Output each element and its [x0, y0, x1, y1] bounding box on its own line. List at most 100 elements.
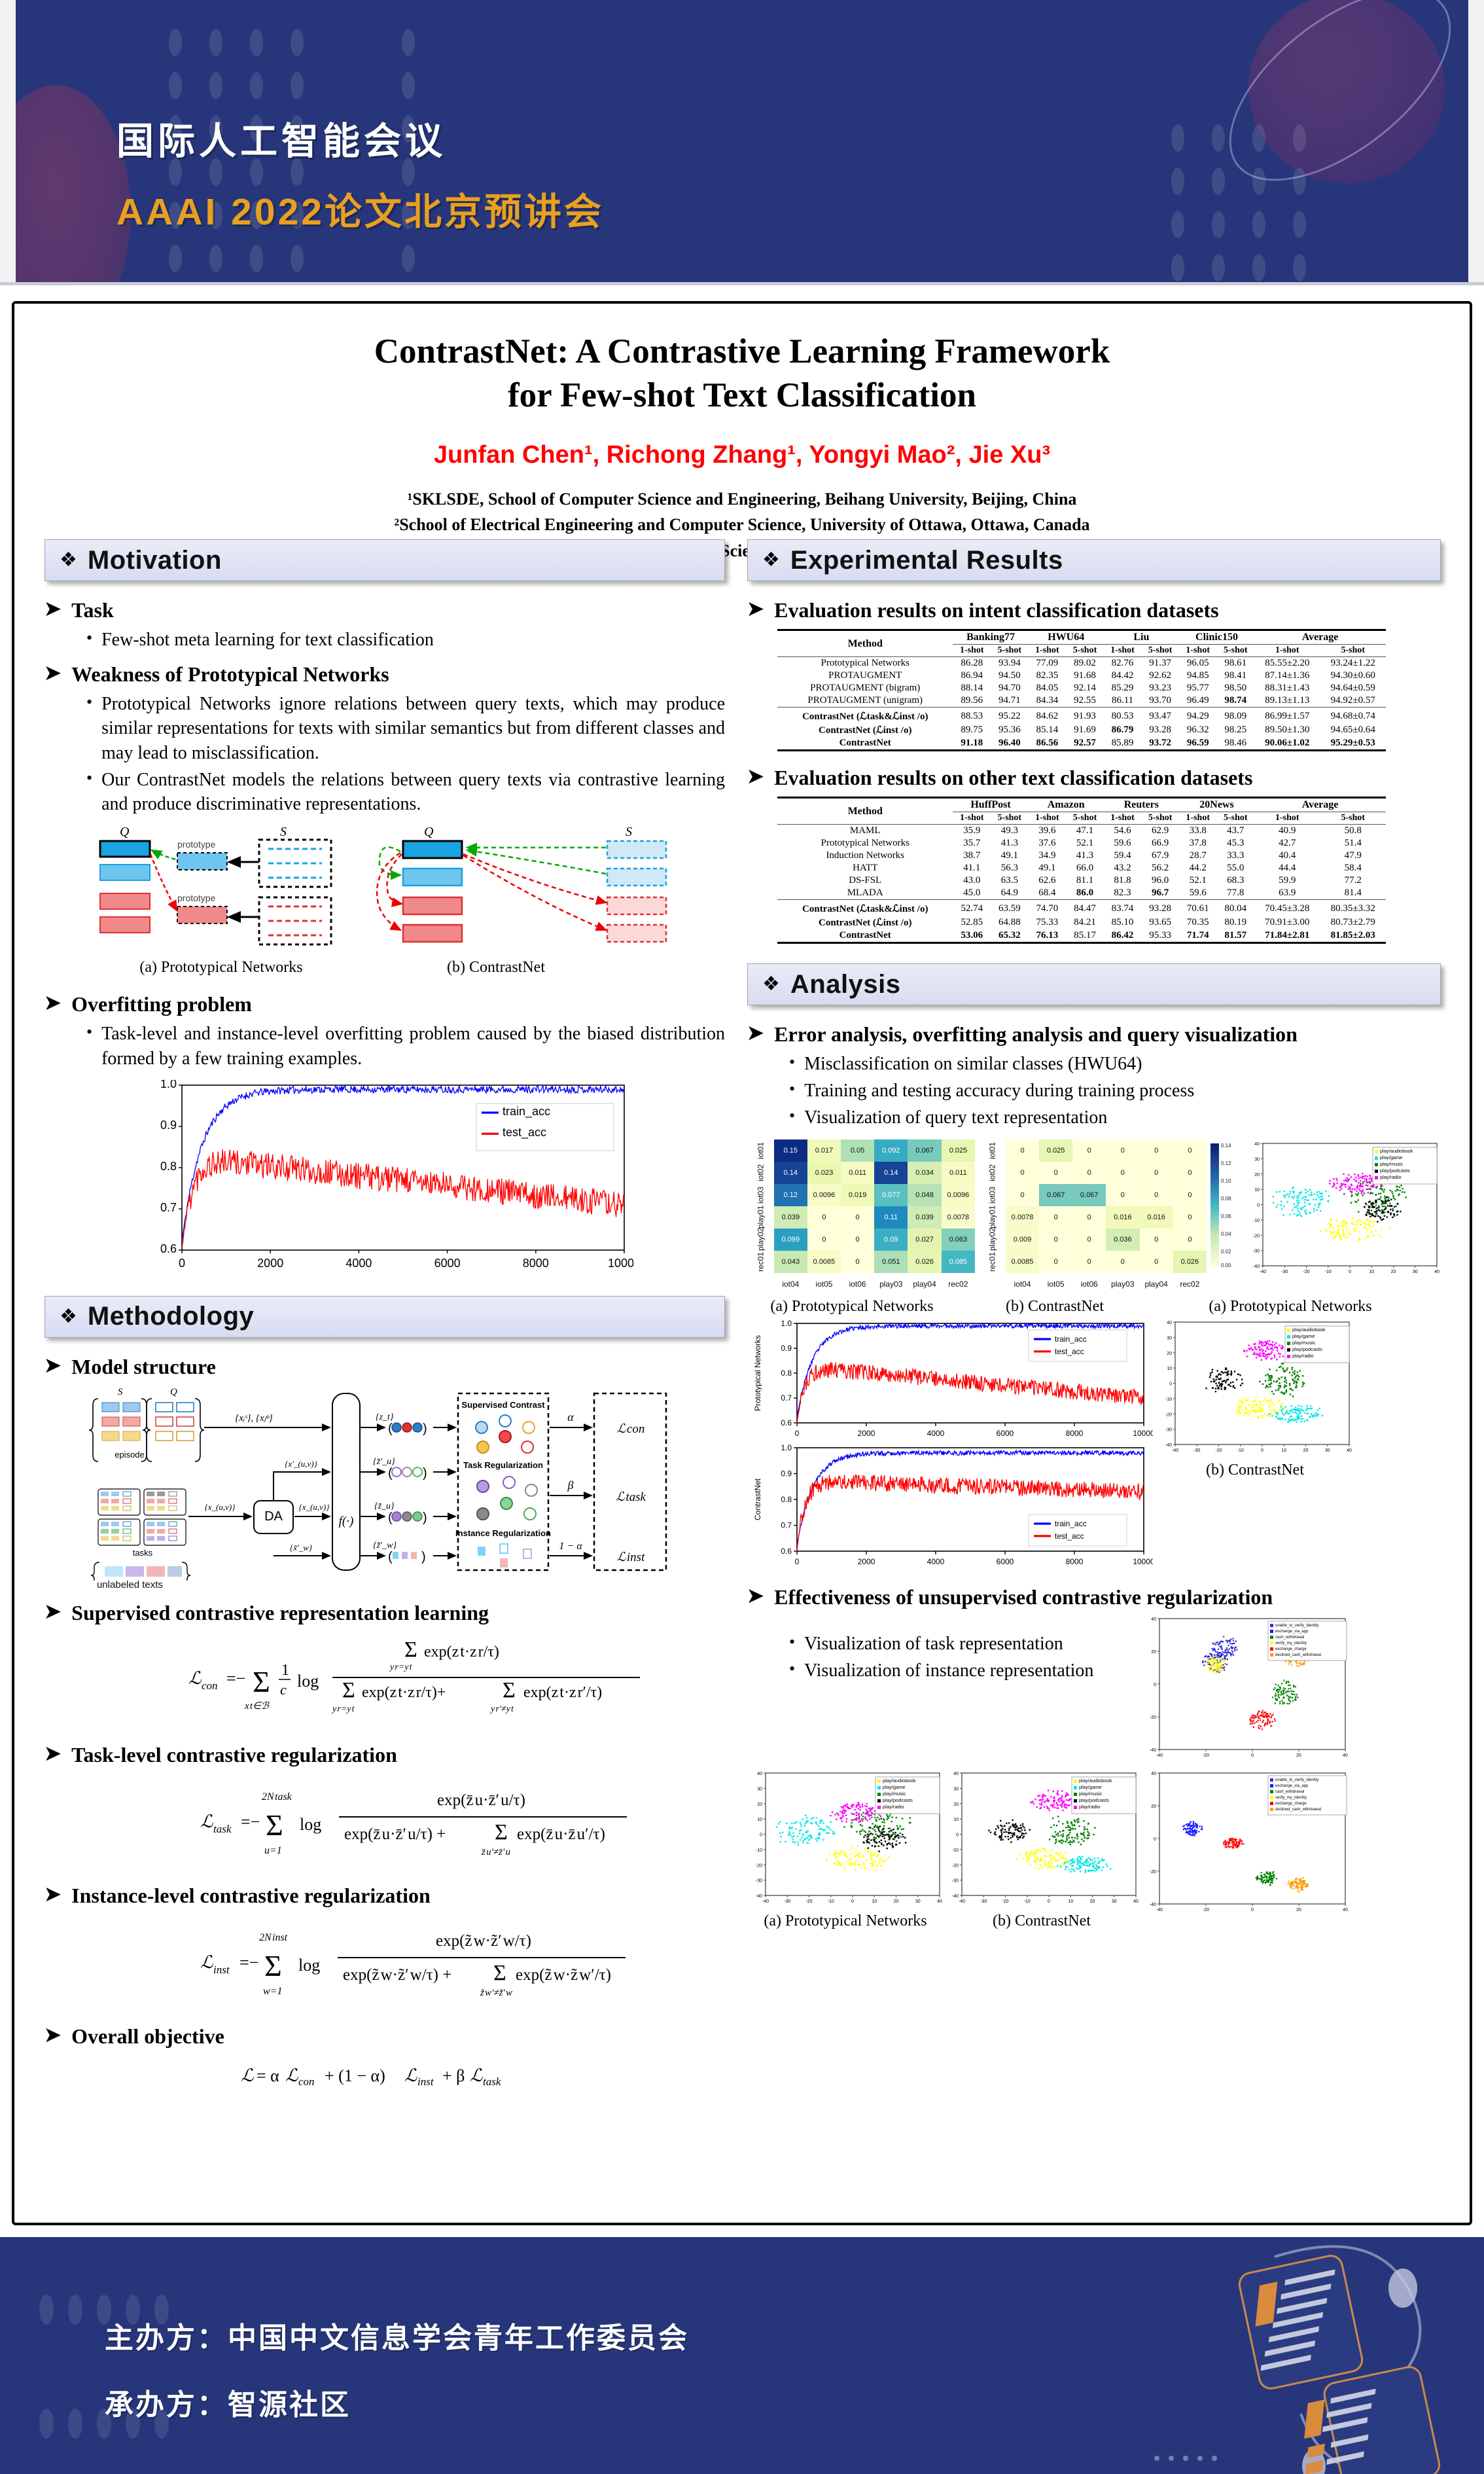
error-bullet-2: Training and testing accuracy during tra…	[804, 1081, 1195, 1102]
svg-text:S: S	[118, 1387, 123, 1397]
heatmap-row: play02 0.009 0 0 0.036 0 0	[979, 1227, 1207, 1251]
effectiveness-figure-row: -40 -30 -20 -10 0 10 20 30 40 -40 -30 -20 -10 0 10 20 30…	[747, 1769, 1441, 1930]
svg-text:play/podcasts: play/podcasts	[1079, 1797, 1109, 1803]
table-cell-value: 92.62	[1149, 670, 1171, 681]
instance-tsne-proto-container: -40 -30 -20 -10 0 10 20 30 40 -40 -30 -20 -10 0 10 20 30…	[747, 1769, 944, 1930]
table-cell-value: 91.68	[1074, 670, 1096, 681]
heatmap-row: iot03 0.12 0.0096 0.019 0.077 0.048 0.0096	[747, 1183, 975, 1206]
heatmap-cell: 0.048	[908, 1183, 942, 1206]
formula-inst: ℒ inst =− Σ 2N inst w=1 log exp(z̃ w·z̃′…	[44, 1914, 725, 2011]
table-cell-value: 93.72	[1149, 737, 1171, 748]
svg-text:-20: -20	[756, 1863, 762, 1868]
table-cell-method: DS-FSL	[849, 875, 882, 886]
heatmap-cell: 0	[1173, 1139, 1207, 1162]
table-header-dataset: Average	[1254, 629, 1386, 645]
svg-text:(: (	[388, 1550, 393, 1564]
svg-text:-40: -40	[762, 1899, 769, 1904]
table-cell-value: 95.33	[1149, 929, 1171, 941]
affiliation-2: ²School of Electrical Engineering and Co…	[394, 515, 1090, 535]
svg-text:-40: -40	[1150, 1748, 1156, 1753]
table-cell-value: 83.74	[1111, 903, 1134, 914]
table-cell-value: 67.9	[1152, 850, 1169, 861]
svg-text:-40: -40	[1156, 1753, 1163, 1758]
table-cell-value: 91.18	[961, 737, 983, 748]
footer-dot-row-top	[39, 2295, 169, 2325]
svg-text:play/game: play/game	[1079, 1784, 1102, 1790]
table-cell-value: 81.57	[1224, 929, 1247, 941]
svg-text:0.6: 0.6	[781, 1547, 792, 1556]
table-cell-value: 93.24±1.22	[1320, 656, 1386, 670]
heatmap-cell: 0	[807, 1228, 841, 1251]
svg-text:log: log	[300, 1815, 321, 1834]
heatmap-cell: 0.027	[908, 1228, 942, 1251]
table-cell-value: 94.64±0.59	[1330, 683, 1375, 693]
motivation-diagram-svg: Q S prototype prototype	[99, 825, 667, 946]
heatmap-cell: 0	[1005, 1139, 1040, 1162]
heatmap-col-label: play03	[874, 1272, 908, 1295]
svg-text:{z̄_u}: {z̄_u}	[374, 1501, 395, 1511]
table-cell-value: 70.61	[1186, 903, 1209, 914]
subheading-supervised-label: Supervised contrastive representation le…	[71, 1600, 489, 1624]
heatmap-cell: 0	[1139, 1161, 1173, 1184]
svg-text:Σ: Σ	[266, 1808, 283, 1842]
svg-text:40: 40	[1254, 1142, 1260, 1147]
svg-text:0: 0	[1251, 1908, 1254, 1912]
task-tsne-contrastnet-svg: -40 -20 0 20 40 -40 -20 0 20 40 unable_to_verify_i…	[1150, 1772, 1348, 1912]
svg-text:10: 10	[1068, 1899, 1073, 1904]
table-cell-value: 65.32	[998, 929, 1021, 941]
table-cell-value: 91.93	[1074, 710, 1096, 721]
table-row: ContrastNet (ℒinst /o) 89.75 95.36 85.14 91.…	[777, 723, 1386, 737]
svg-text:30: 30	[1167, 1336, 1172, 1340]
section-header-motivation: ❖ Motivation	[44, 539, 725, 581]
heatmap-cell: 0.016	[1139, 1206, 1173, 1228]
svg-text:exp(z t·z r/τ): exp(z t·z r/τ)	[424, 1643, 499, 1660]
svg-text:4000: 4000	[927, 1557, 945, 1566]
label-Linst: ℒ inst	[617, 1551, 645, 1564]
svg-text:4000: 4000	[927, 1429, 945, 1438]
svg-text:20: 20	[1296, 1908, 1301, 1912]
svg-text:): )	[423, 1511, 427, 1525]
dot-column	[291, 29, 304, 285]
heatmap-row: play01 0.0078 0 0 0.016 0.016 0	[979, 1205, 1207, 1228]
table-cell-value: 95.36	[998, 724, 1021, 735]
table-cell-value: 85.14	[1036, 724, 1059, 735]
heatmap-row: iot01 0.15 0.017 0.05 0.092 0.067 0.025	[747, 1139, 975, 1162]
overfitting-bullet-list: • Task-level and instance-level overfitt…	[86, 1022, 725, 1070]
svg-text:Prototypical Networks: Prototypical Networks	[753, 1335, 762, 1411]
heatmap-cell: 0.025	[941, 1139, 975, 1162]
svg-text:-10: -10	[1237, 1448, 1244, 1453]
footer-line-1: 主办方：中国中文信息学会青年工作委员会	[105, 2322, 689, 2354]
query-tsne-caption-a: (a) Prototypical Networks	[1209, 1297, 1372, 1315]
heatmap-cell: 0.026	[1173, 1250, 1207, 1273]
table-cell-value: 96.49	[1186, 695, 1209, 706]
table-cell-value: 86.56	[1036, 737, 1059, 748]
svg-text:0: 0	[1169, 1382, 1172, 1386]
table-cell-value: 92.57	[1074, 737, 1096, 748]
table-cell-value: 85.29	[1111, 683, 1134, 693]
heatmap-cell: 0.0078	[941, 1206, 975, 1228]
label-Lcon: ℒ con	[617, 1422, 645, 1436]
subheading-supervised-contrastive: ➤ Supervised contrastive representation …	[44, 1601, 725, 1625]
section-header-experimental-results: ❖ Experimental Results	[747, 539, 1441, 581]
svg-text:0: 0	[851, 1899, 854, 1904]
table-cell-value: 62.9	[1141, 824, 1179, 837]
svg-text:Σ: Σ	[404, 1638, 417, 1662]
svg-text:0.10: 0.10	[1221, 1178, 1231, 1184]
chart-overfitting-curve: 0.6 0.7 0.8 0.9 1.0 0 2000 4000 6000 8000 10000 tra…	[136, 1080, 725, 1276]
svg-text:task: task	[483, 2075, 501, 2088]
svg-text:-20: -20	[1150, 1715, 1156, 1720]
heatmap-cell: 0	[1072, 1250, 1106, 1273]
table-cell-value: 43.7	[1216, 824, 1255, 837]
error-analysis-bullet-list: • Misclassification on similar classes (H…	[789, 1052, 1441, 1130]
svg-text:Q: Q	[170, 1387, 177, 1397]
table-cell-value: 56.3	[1000, 863, 1018, 873]
table-cell-value: 91.69	[1074, 724, 1096, 735]
table-cell-value: 53.06	[961, 929, 983, 941]
table-cell-value: 96.32	[1186, 724, 1209, 735]
task-tsne-proto-container: -40 -20 0 20 40 -40 -20 0 20 40 unable_to_verify_i…	[1140, 1615, 1349, 1765]
accuracy-chart-contrastnet-svg: 0.6 0.7 0.8 0.9 1.0 0 2000 4000 6000 8000 10000 tra…	[753, 1443, 1153, 1566]
arrow-bullet-icon: ➤	[44, 992, 62, 1014]
heatmap-cell: 0.036	[1106, 1228, 1140, 1251]
table-cell-value: 95.77	[1186, 683, 1209, 693]
svg-text:= α: = α	[256, 2066, 279, 2085]
